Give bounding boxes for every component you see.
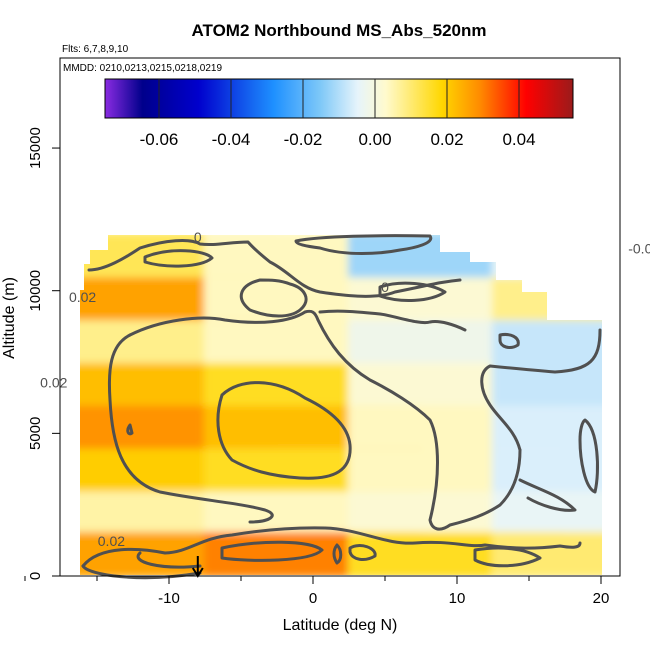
y-tick-label: 0 xyxy=(27,572,44,580)
heatmap-cell xyxy=(636,532,650,577)
contour-line xyxy=(498,333,520,349)
contours xyxy=(81,234,602,580)
contour-line xyxy=(220,540,324,562)
heatmap-cells xyxy=(0,235,650,577)
heatmap-cell xyxy=(636,361,650,406)
contour-label: 0 xyxy=(381,279,389,295)
contour-line xyxy=(216,381,352,480)
x-axis-label: Latitude (deg N) xyxy=(283,617,398,634)
contour-line xyxy=(378,281,447,303)
x-tick-label: 20 xyxy=(593,590,610,607)
contour-line xyxy=(480,328,602,452)
x-tick-label: 0 xyxy=(309,590,317,607)
colorbar-bar xyxy=(104,78,574,119)
contour-label: -0.02 xyxy=(628,241,650,257)
heatmap-cell xyxy=(0,447,62,492)
colorbar-ticks: -0.06 -0.04 -0.02 0.00 0.02 0.04 xyxy=(140,79,536,149)
colorbar-tick-label: 0.04 xyxy=(502,130,535,149)
colorbar-tick-label: -0.02 xyxy=(284,130,323,149)
y-tick-label: 5000 xyxy=(27,417,44,450)
x-tick-label: -10 xyxy=(158,590,180,607)
contour-line xyxy=(239,278,308,318)
contour-line xyxy=(294,234,433,255)
heatmap-cell xyxy=(636,447,650,492)
heatmap-cell xyxy=(492,532,602,575)
y-tick-label: 10000 xyxy=(27,270,44,312)
x-axis: -70-55-40-25-1001020304050607080 xyxy=(24,575,620,607)
heatmap-cell xyxy=(636,489,650,534)
contour-line xyxy=(348,544,377,561)
contour-line xyxy=(128,309,522,531)
contour-line xyxy=(126,423,134,436)
dates-note: MMDD: 0210,0213,0215,0218,0219 xyxy=(63,63,222,74)
contour-line xyxy=(87,239,462,298)
contour-line xyxy=(518,478,577,512)
contour-line xyxy=(81,526,582,568)
contour-line xyxy=(578,418,600,494)
heatmap-cell xyxy=(492,489,602,535)
heatmap-cell xyxy=(636,404,650,449)
colorbar-tick-label: 0.02 xyxy=(430,130,463,149)
colorbar-tick-label: -0.06 xyxy=(140,130,179,149)
heatmap-cell xyxy=(636,275,650,320)
contour-line xyxy=(473,546,542,568)
contour-line xyxy=(332,543,343,565)
flights-note: Flts: 6,7,8,9,10 xyxy=(62,44,129,55)
heatmap-cell xyxy=(0,532,62,577)
contour-line xyxy=(107,333,274,524)
y-tick-label: 15000 xyxy=(27,127,44,169)
contour-label: 0.02 xyxy=(98,533,125,549)
contour-line xyxy=(136,551,202,569)
colorbar-tick-label: 0.00 xyxy=(358,130,391,149)
x-tick-label: 10 xyxy=(449,590,466,607)
colorbar-tick-label: -0.04 xyxy=(212,130,251,149)
heatmap-cell xyxy=(492,318,602,364)
heatmap-cell xyxy=(636,318,650,363)
heatmap-cell xyxy=(492,446,602,492)
y-axis-label: Altitude (m) xyxy=(1,277,18,359)
heatmap-cell xyxy=(492,403,602,449)
contour-label: 0.02 xyxy=(40,375,67,391)
contour-label: 0.02 xyxy=(69,289,96,305)
contour-line xyxy=(318,309,467,332)
contour-label: 0 xyxy=(194,229,202,245)
heatmap-cell xyxy=(0,489,62,534)
chart-title: ATOM2 Northbound MS_Abs_520nm xyxy=(191,21,486,40)
contour-line xyxy=(143,249,214,268)
y-axis: 0 5000 10000 15000 xyxy=(27,58,61,580)
colorbar: -0.06 -0.04 -0.02 0.00 0.02 0.04 xyxy=(104,78,574,149)
